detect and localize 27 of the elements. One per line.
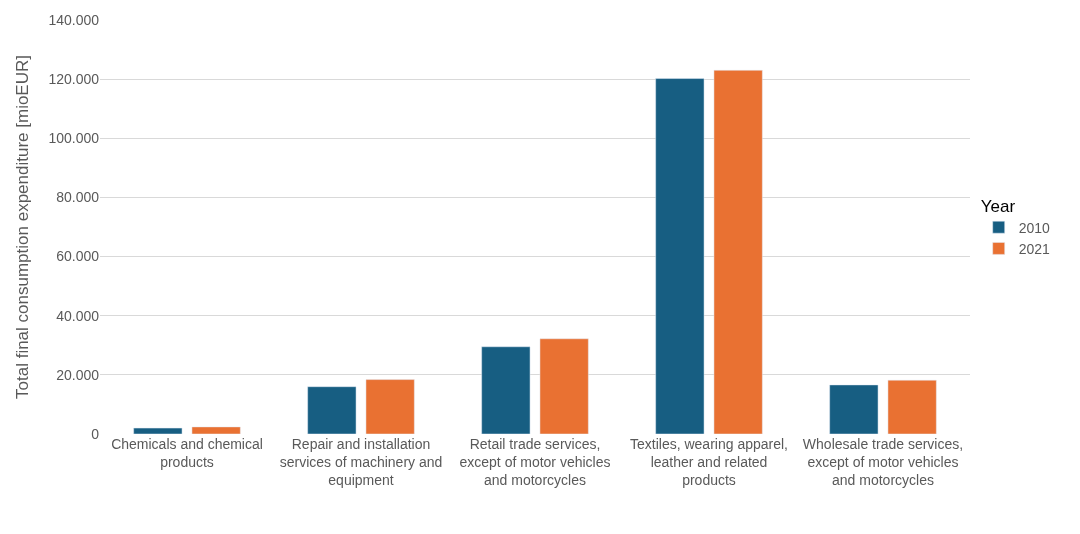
y-tick-label: 120.000 [48,71,100,88]
y-tick-label: 40.000 [56,307,100,324]
bar [133,427,183,434]
x-tick-label: Repair and installation services of machinery and equipment [279,436,443,489]
bar [887,379,937,434]
legend-label: 2010 [1018,219,1051,236]
legend-title: Year [980,196,1016,216]
y-axis-title: Total final consumption expenditure [mioEUR] [12,55,32,399]
y-tick-label: 60.000 [56,248,100,265]
x-tick-label: Chemicals and chemical products [111,436,263,471]
bar [307,386,357,434]
legend-label: 2021 [1018,240,1051,257]
bar [829,384,879,434]
x-tick-label: Textiles, wearing apparel, leather and related products [630,436,788,489]
y-tick-label: 0 [91,425,100,442]
bar [481,346,531,434]
bar [655,78,705,434]
y-tick-label: 20.000 [56,366,100,383]
bar [365,379,415,434]
y-tick-label: 140.000 [48,11,100,28]
x-tick-label: Wholesale trade services, except of motor vehicles and motorcycles [802,436,964,489]
bar [713,70,763,434]
bar [191,426,241,434]
y-tick-label: 80.000 [56,189,100,206]
bar [539,338,589,434]
x-tick-label: Retail trade services, except of motor vehicles and motorcycles [459,436,611,489]
y-tick-label: 100.000 [48,130,100,147]
